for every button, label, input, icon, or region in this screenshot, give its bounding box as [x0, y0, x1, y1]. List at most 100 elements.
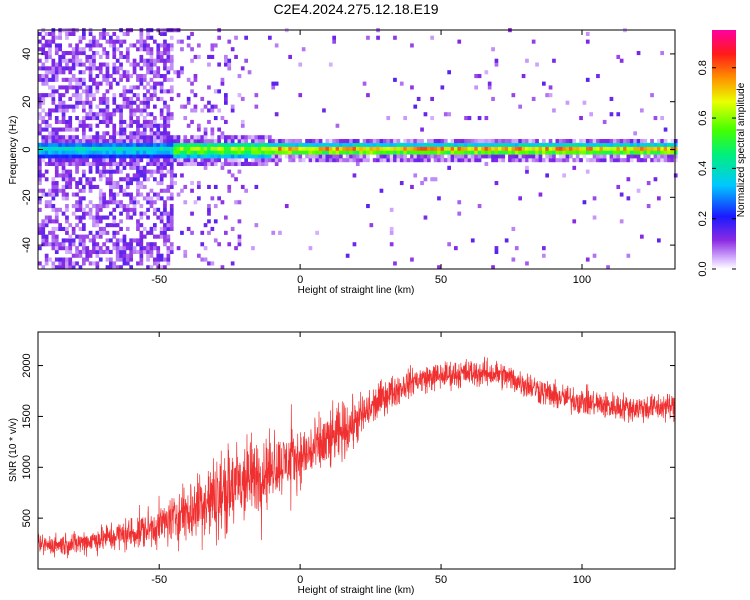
spectrogram-cell	[129, 253, 133, 258]
spectrogram-cell	[105, 54, 110, 59]
spectrogram-cell	[498, 139, 502, 144]
spectrogram-cell	[136, 184, 140, 189]
spectrogram-cell	[440, 150, 445, 155]
spectrogram-cell	[92, 58, 96, 63]
spectrogram-cell	[105, 223, 110, 228]
spectrogram-cell	[491, 158, 495, 163]
spectrogram-cell	[54, 62, 59, 67]
spectrogram-cell	[477, 142, 482, 147]
spectrogram-cell	[193, 154, 198, 159]
spectrogram-cell	[230, 135, 235, 140]
spectrogram-cell	[504, 150, 509, 155]
spectrogram-cell	[38, 100, 42, 105]
spectrogram-cell	[169, 249, 174, 254]
spectrogram-cell	[180, 139, 184, 144]
spectrogram-cell	[68, 77, 73, 82]
spectrogram-cell	[552, 58, 556, 63]
spectrogram-cell	[115, 246, 120, 251]
spectrogram-cell	[115, 192, 120, 197]
spectrogram-cell	[75, 169, 79, 174]
spectrogram-cell	[197, 142, 201, 147]
spectrogram-cell	[301, 150, 306, 155]
spectrogram-cell	[153, 169, 157, 174]
spectrogram-cell	[61, 112, 66, 117]
spectrogram-cell	[183, 104, 188, 109]
spectrogram-cell	[247, 154, 252, 159]
spectrogram-cell	[139, 246, 144, 251]
spectrogram-cell	[71, 253, 76, 258]
spectrogram-cell	[65, 169, 69, 174]
spectrogram-cell	[447, 165, 451, 170]
spectrogram-cell	[454, 246, 458, 251]
spectrogram-cell	[153, 246, 157, 251]
spectrogram-cell	[393, 77, 397, 82]
spectrogram-cell	[88, 39, 93, 44]
spectrogram-cell	[136, 169, 140, 174]
spectrogram-cell	[291, 139, 296, 144]
spectrogram-cell	[92, 158, 96, 163]
spectrogram-cell	[119, 104, 123, 109]
spectrogram-cell	[542, 150, 546, 155]
spectrogram-cell	[92, 223, 96, 228]
spectrogram-cell	[129, 196, 133, 201]
spectrogram-cell	[163, 116, 167, 121]
spectrogram-cell	[139, 253, 144, 258]
spectrogram-cell	[166, 116, 171, 121]
spectrogram-cell	[413, 158, 418, 163]
spectrogram-cell	[163, 234, 167, 239]
spectrogram-cell	[268, 135, 272, 140]
spectrogram-cell	[48, 85, 52, 90]
spectrogram-cell	[95, 104, 100, 109]
spectrogram-cell	[44, 31, 49, 36]
spectrogram-cell	[98, 230, 103, 235]
spectrogram-cell	[54, 158, 59, 163]
spectrogram-cell	[474, 146, 478, 151]
spectrogram-cell	[61, 77, 66, 82]
spectrogram-cell	[491, 142, 495, 147]
spectrogram-cell	[254, 142, 259, 147]
spectrogram-cell	[511, 139, 516, 144]
spectrogram-cell	[44, 223, 49, 228]
spectrogram-cell	[217, 135, 221, 140]
spectrogram-cell	[54, 246, 59, 251]
spectrogram-cell	[159, 85, 164, 90]
spectrogram-cell	[362, 81, 367, 86]
spectrogram-cell	[305, 154, 309, 159]
spectrogram-cell	[68, 142, 73, 147]
spectrogram-cell	[105, 131, 110, 136]
spectrogram-cell	[511, 257, 516, 262]
spectrogram-cell	[156, 207, 161, 212]
spectrogram-cell	[636, 142, 641, 147]
spectrogram-cell	[166, 215, 171, 220]
spectrogram-cell	[470, 154, 475, 159]
spectrogram-cell	[447, 242, 451, 247]
spectrogram-cell	[352, 173, 357, 178]
spectrogram-cell	[166, 184, 171, 189]
spectrogram-cell	[119, 253, 123, 258]
spectrogram-cell	[125, 31, 130, 36]
spectrogram-cell	[102, 146, 106, 151]
spectrogram-cell	[149, 188, 154, 193]
spectrogram-cell	[68, 242, 73, 247]
spectrogram-cell	[159, 219, 164, 224]
spectrogram-cell	[139, 47, 144, 52]
spectrogram-cell	[58, 158, 62, 163]
spectrogram-cell	[183, 139, 188, 144]
spectrogram-cell	[660, 51, 664, 56]
spectrogram-cell	[464, 146, 468, 151]
spectrogram-cell	[65, 108, 69, 113]
spectrogram-cell	[92, 238, 96, 243]
spectrogram-cell	[139, 100, 144, 105]
spectrogram-cell	[112, 192, 117, 197]
spectrogram-cell	[82, 116, 86, 121]
spectrogram-cell	[129, 74, 133, 79]
spectrogram-cell	[65, 161, 69, 166]
spectrogram-cell	[254, 154, 259, 159]
spectrogram-cell	[257, 150, 262, 155]
spectrogram-cell	[88, 253, 93, 258]
spectrogram-cell	[122, 188, 127, 193]
spectrogram-cell	[210, 154, 215, 159]
spectrogram-cell	[139, 204, 144, 209]
spectrogram-cell	[44, 200, 49, 205]
spectrogram-cell	[626, 146, 631, 151]
